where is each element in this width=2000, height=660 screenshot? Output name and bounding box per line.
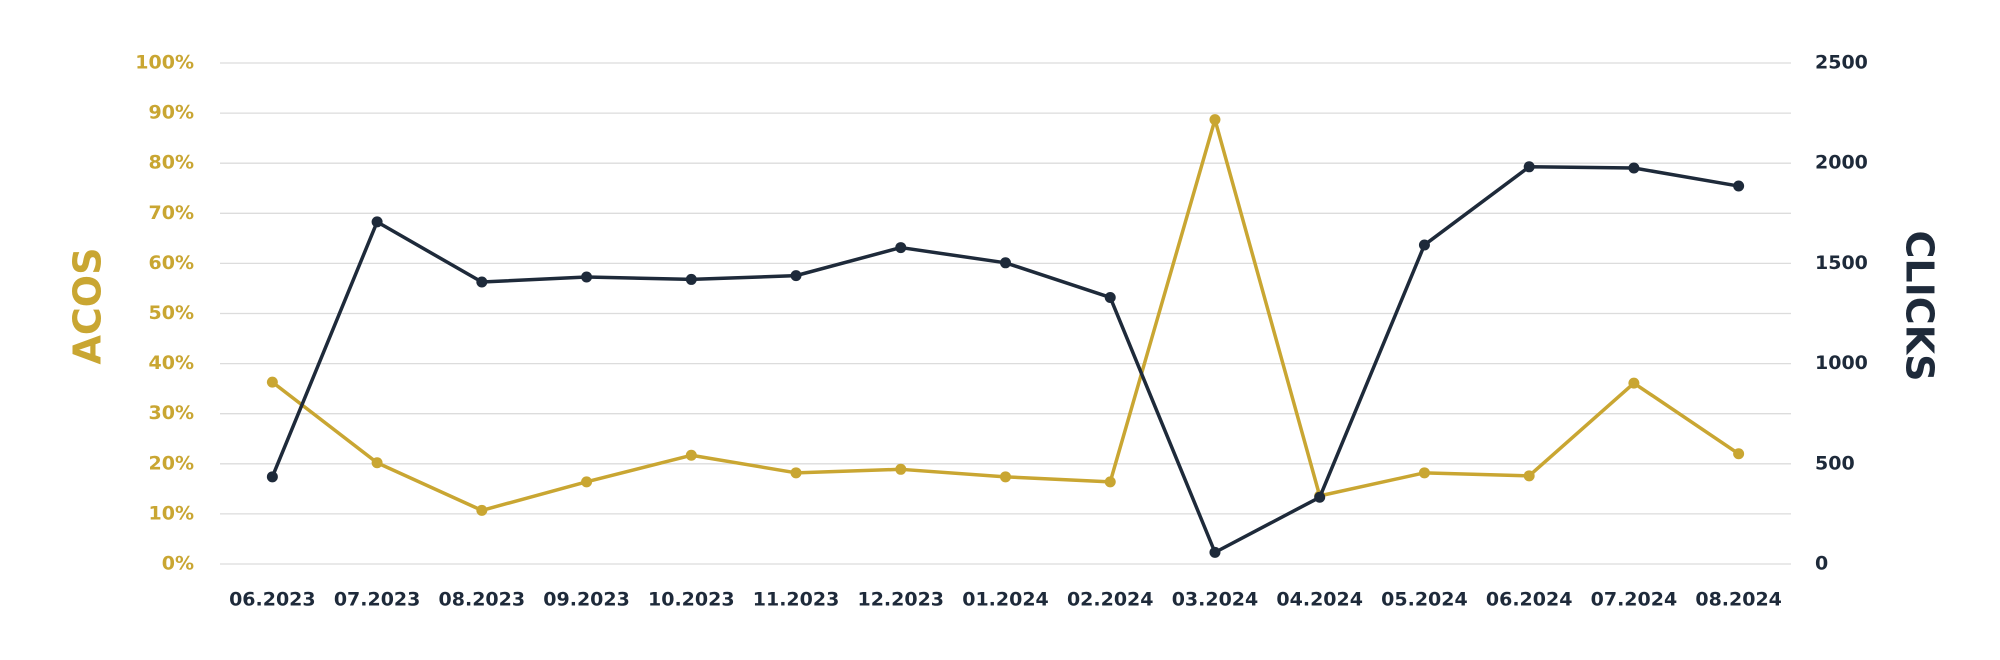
data-point bbox=[1209, 114, 1221, 126]
y-tick-label: 10% bbox=[149, 502, 194, 524]
y-tick-label: 20% bbox=[149, 452, 194, 474]
y-tick-label: 90% bbox=[149, 102, 194, 124]
data-point bbox=[1628, 162, 1640, 174]
data-point bbox=[1733, 448, 1745, 460]
x-tick-label: 04.2024 bbox=[1276, 589, 1363, 611]
data-point bbox=[581, 476, 593, 488]
y2-tick-label: 0 bbox=[1815, 553, 1828, 575]
data-point bbox=[790, 270, 802, 282]
series-line bbox=[270, 165, 1739, 555]
series-line bbox=[271, 117, 1740, 513]
x-tick-label: 05.2024 bbox=[1381, 589, 1468, 611]
data-point bbox=[685, 273, 697, 285]
x-tick-label: 08.2024 bbox=[1695, 589, 1782, 611]
data-point bbox=[266, 376, 278, 388]
y2-tick-label: 1000 bbox=[1815, 352, 1868, 374]
x-tick-label: 09.2023 bbox=[543, 589, 630, 611]
y-tick-label: 80% bbox=[149, 152, 194, 174]
data-point bbox=[790, 467, 802, 479]
data-point bbox=[895, 242, 907, 254]
y2-tick-label: 500 bbox=[1815, 452, 1855, 474]
data-point bbox=[1104, 291, 1116, 303]
data-point bbox=[371, 457, 383, 469]
data-point bbox=[1104, 476, 1116, 488]
x-tick-label: 08.2023 bbox=[439, 589, 526, 611]
x-tick-label: 11.2023 bbox=[753, 589, 840, 611]
data-point bbox=[1523, 470, 1535, 482]
data-point bbox=[476, 504, 488, 516]
x-tick-label: 12.2023 bbox=[857, 589, 944, 611]
y-tick-label: 50% bbox=[149, 302, 194, 324]
y-tick-label: 60% bbox=[149, 252, 194, 274]
y2-axis-title: CLICKS bbox=[1898, 231, 1942, 382]
x-tick-label: 06.2023 bbox=[229, 589, 316, 611]
x-tick-label: 03.2024 bbox=[1172, 589, 1259, 611]
y2-tick-label: 2500 bbox=[1815, 52, 1868, 74]
data-point bbox=[1628, 377, 1640, 389]
y-tick-label: 0% bbox=[162, 553, 194, 575]
data-point bbox=[371, 216, 383, 228]
data-point bbox=[1000, 257, 1011, 269]
data-point bbox=[1733, 180, 1745, 192]
y-axis-title: ACOS bbox=[66, 248, 110, 365]
y2-tick-label: 1500 bbox=[1815, 252, 1868, 274]
y-tick-label: 70% bbox=[149, 202, 194, 224]
y2-tick-label: 2000 bbox=[1815, 152, 1868, 174]
data-point bbox=[895, 463, 907, 475]
data-point bbox=[1000, 471, 1011, 483]
x-tick-label: 07.2024 bbox=[1591, 589, 1678, 611]
data-point bbox=[1418, 467, 1430, 479]
data-point bbox=[1418, 239, 1430, 251]
data-point bbox=[266, 471, 278, 483]
x-tick-label: 10.2023 bbox=[648, 589, 735, 611]
data-point bbox=[476, 276, 488, 288]
data-point bbox=[1314, 491, 1326, 503]
x-tick-label: 01.2024 bbox=[962, 589, 1049, 611]
data-point bbox=[581, 271, 593, 283]
x-tick-label: 07.2023 bbox=[334, 589, 421, 611]
x-tick-label: 06.2024 bbox=[1486, 589, 1573, 611]
y-tick-label: 100% bbox=[135, 52, 194, 74]
data-point bbox=[685, 449, 697, 461]
y-tick-label: 40% bbox=[149, 352, 194, 374]
data-point bbox=[1523, 161, 1535, 173]
x-tick-label: 02.2024 bbox=[1067, 589, 1154, 611]
y-tick-label: 30% bbox=[149, 402, 194, 424]
data-point bbox=[1209, 546, 1221, 558]
